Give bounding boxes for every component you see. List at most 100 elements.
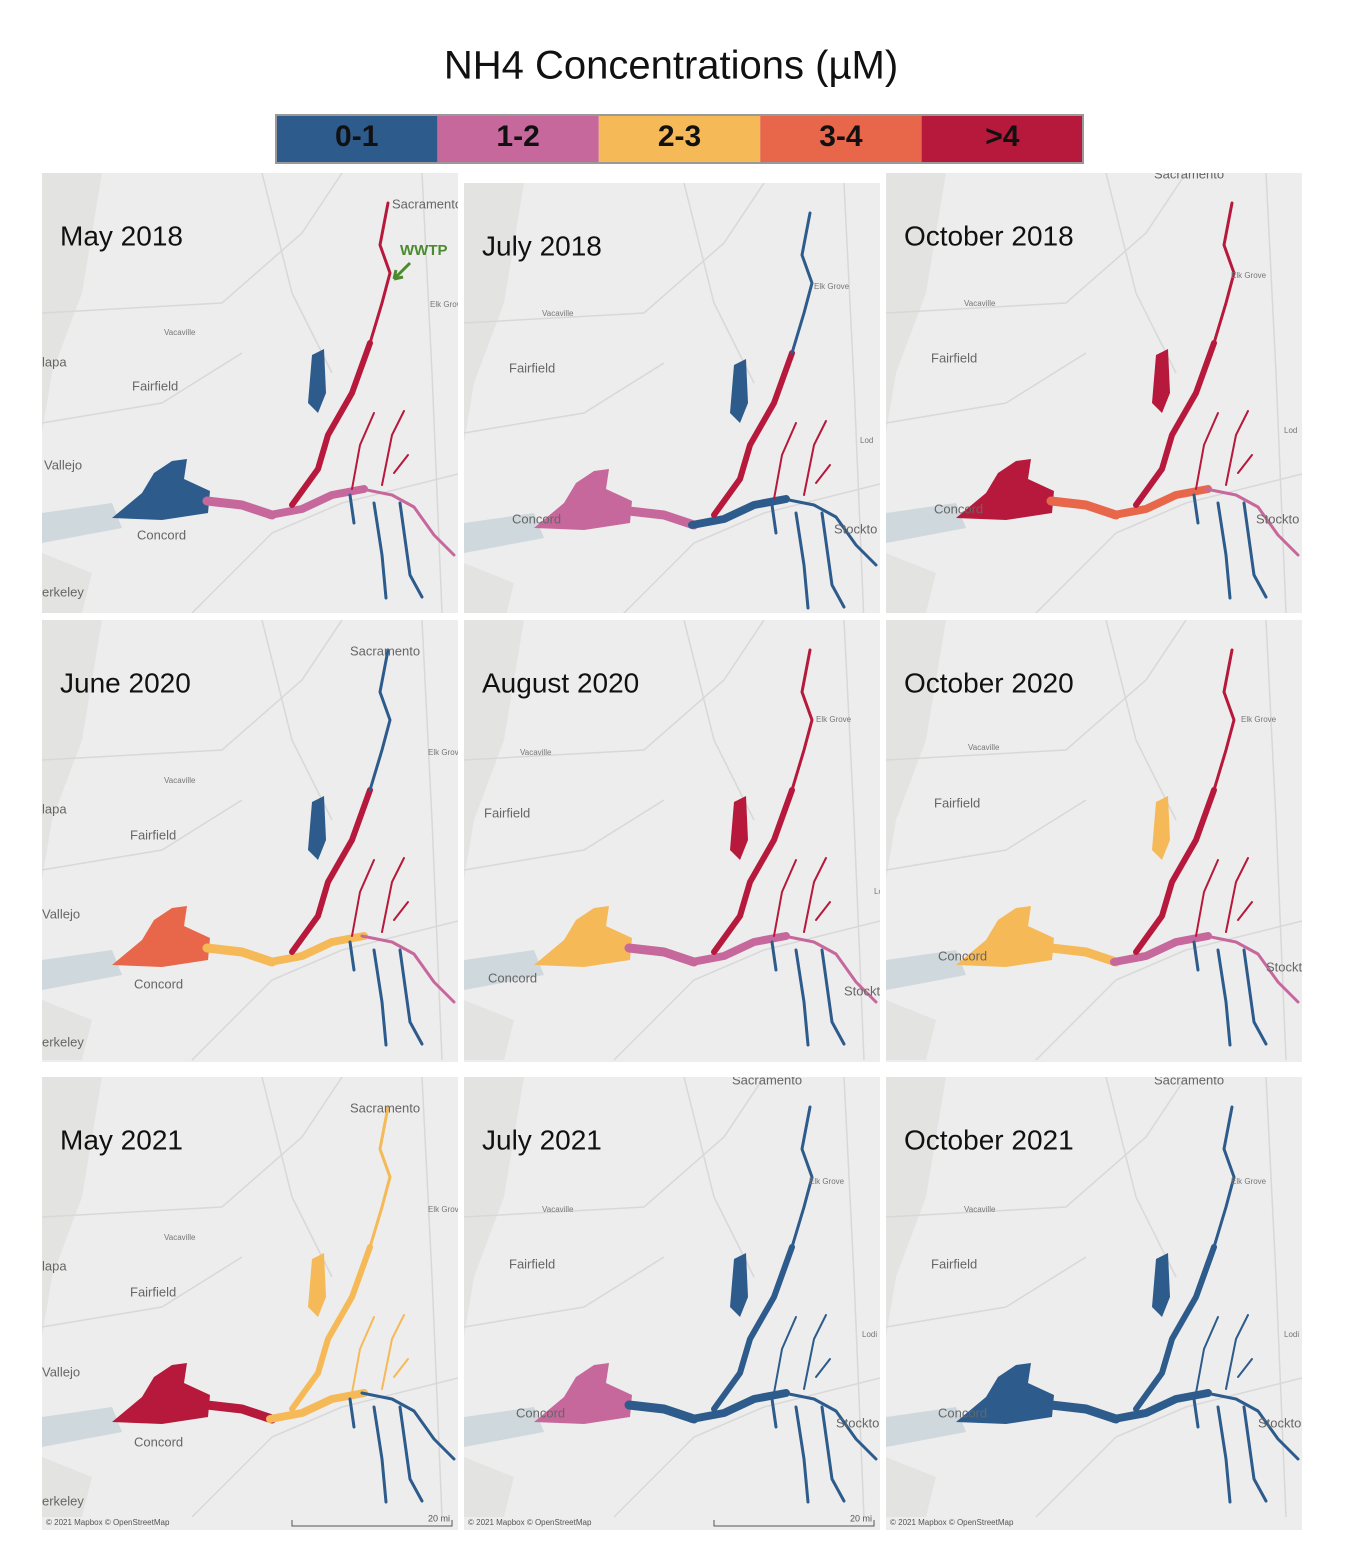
bay-water <box>886 503 966 543</box>
river-segment <box>1212 201 1236 345</box>
river-segment <box>956 906 1054 967</box>
place-label: Stockto <box>1256 511 1299 526</box>
panel-title: October 2018 <box>904 220 1074 251</box>
panel-title: July 2018 <box>482 230 602 261</box>
river-segment <box>1133 787 1217 955</box>
bay-water <box>464 513 544 553</box>
place-label: Fairfield <box>931 350 977 365</box>
map-panel: Elk Grove Vacaville Fairfield Concord Stockt… <box>464 620 881 1062</box>
place-label: Fairfield <box>934 795 980 810</box>
figure-title: NH4 Concentrations (µM) <box>444 44 898 88</box>
river-segment <box>360 487 456 557</box>
roads <box>886 173 1302 613</box>
place-label: Vacaville <box>542 309 574 318</box>
place-label: Lod <box>1284 426 1297 435</box>
map-panel: Sacramento Elk Grove Vacaville Fairfield Con… <box>886 173 1302 613</box>
place-label: Elk Grove <box>1231 1177 1267 1186</box>
place-label: Elk Grov <box>428 748 459 757</box>
river-segment <box>360 1391 456 1461</box>
river-segment <box>711 1244 795 1412</box>
legend-label: 2-3 <box>658 120 701 153</box>
place-label: Stockt <box>844 983 881 998</box>
river-segment <box>266 485 368 519</box>
annotation: WWTP <box>400 242 447 259</box>
place-label: Fairfield <box>509 360 555 375</box>
place-label: lapa <box>42 801 67 816</box>
river-segment <box>289 787 373 955</box>
river-segment <box>202 496 277 520</box>
place-label: Concord <box>934 501 983 516</box>
annotation-arrow <box>392 261 412 281</box>
river-segment <box>266 1389 368 1423</box>
river-segment <box>351 410 409 490</box>
place-label: Vacaville <box>164 1233 196 1242</box>
terrain <box>42 1077 102 1517</box>
place-label: Elk Grove <box>816 715 852 724</box>
map-background <box>42 173 458 613</box>
river-segment <box>773 420 831 500</box>
panel-title: May 2021 <box>60 1124 183 1155</box>
place-label: Vacaville <box>164 328 196 337</box>
scale-bar <box>713 1520 875 1527</box>
river-segment <box>711 787 795 955</box>
river-segment <box>1133 1244 1217 1412</box>
river-segment <box>348 1397 424 1504</box>
bay-water <box>42 1407 122 1447</box>
map-background <box>886 173 1302 613</box>
terrain <box>464 183 524 613</box>
map-background <box>464 1077 880 1530</box>
place-label: erkeley <box>42 1034 84 1049</box>
place-label: Stockto <box>836 1415 879 1430</box>
river-segment <box>770 940 846 1047</box>
place-label: Vallejo <box>42 906 80 921</box>
panel-title: July 2021 <box>482 1124 602 1155</box>
river-segment <box>1046 1400 1121 1424</box>
terrain <box>464 620 524 1060</box>
map-content: Elk Grove Vacaville Fairfield Concord Stockt… <box>464 620 881 1062</box>
place-label: Elk Grov <box>428 1205 459 1214</box>
river-segment <box>711 350 795 518</box>
roads <box>42 620 458 1061</box>
attribution: © 2021 Mapbox © OpenStreetMap <box>468 1518 592 1527</box>
panel-title: May 2018 <box>60 220 183 251</box>
terrain <box>42 173 102 613</box>
place-label: Elk Grove <box>1231 271 1267 280</box>
map-panel: Sacramento Elk Grov Vacaville Fairfield lapa… <box>42 620 459 1062</box>
place-label: Sacramento <box>350 643 420 658</box>
river-segment <box>773 857 831 937</box>
legend: 0-1 1-2 2-3 3-4 >4 <box>275 114 1084 164</box>
place-label: Vacaville <box>164 776 196 785</box>
river-segment <box>1192 493 1268 600</box>
place-label: Vacaville <box>964 299 996 308</box>
place-label: Sacramento <box>1154 1072 1224 1087</box>
river-segment <box>308 349 326 413</box>
river-segment <box>308 1253 326 1317</box>
place-label: Lodi <box>862 1330 877 1339</box>
river-segment <box>1195 410 1253 490</box>
map-panel: Sacramento Elk Grov Vacaville Fairfield lapa… <box>42 173 458 613</box>
river-segment <box>782 934 878 1004</box>
map-content: Sacramento Elk Grov Vacaville Fairfield lapa… <box>42 173 458 613</box>
river-segment <box>1212 648 1236 792</box>
river-segment <box>1133 340 1217 508</box>
river-segment <box>348 940 424 1047</box>
place-label: Concord <box>516 1405 565 1420</box>
river-segment <box>790 648 814 792</box>
river-segment <box>1046 943 1121 967</box>
legend-label: >4 <box>985 120 1020 153</box>
place-label: Concord <box>938 948 987 963</box>
place-label: Vallejo <box>42 1364 80 1379</box>
terrain <box>464 1077 524 1517</box>
river-segment <box>688 1389 790 1423</box>
river-segment <box>368 648 392 792</box>
river-segment <box>202 943 277 967</box>
river-segment <box>289 1244 373 1412</box>
attribution: © 2021 Mapbox © OpenStreetMap <box>46 1518 170 1527</box>
place-label: Concord <box>512 511 561 526</box>
river-segment <box>730 359 748 423</box>
map-background <box>42 1077 458 1530</box>
panel-title: June 2020 <box>60 667 191 698</box>
river-segment <box>202 1400 277 1424</box>
legend-swatch <box>598 115 761 163</box>
river-segment <box>956 459 1054 520</box>
